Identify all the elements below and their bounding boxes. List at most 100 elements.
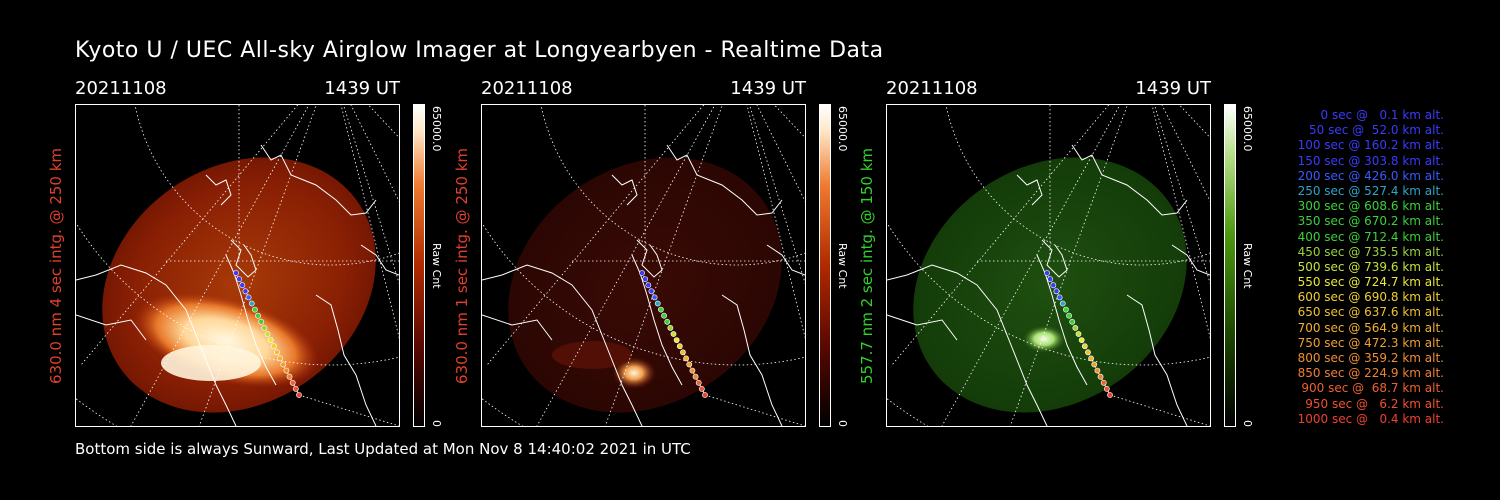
- legend-entry: 1000 sec @ 0.4 km alt.: [1297, 411, 1444, 426]
- trajectory-point: [698, 385, 705, 392]
- legend-entry: 500 sec @ 739.6 km alt.: [1297, 259, 1444, 274]
- trajectory: [639, 270, 805, 426]
- trajectory-point: [289, 379, 296, 386]
- trajectory-point: [686, 361, 693, 368]
- trajectory-legend: 0 sec @ 0.1 km alt. 50 sec @ 52.0 km alt.…: [1262, 108, 1444, 427]
- trajectory-point: [683, 355, 689, 362]
- legend-entry: 700 sec @ 564.9 km alt.: [1297, 320, 1444, 335]
- panel-ylabel: 630.0 nm 1 sec intg. @ 250 km: [453, 147, 471, 384]
- legend-entry: 100 sec @ 160.2 km alt.: [1297, 138, 1444, 153]
- trajectory-point: [1081, 343, 1088, 350]
- allsky-image: [481, 104, 806, 427]
- trajectory-point: [1078, 337, 1085, 343]
- coordinate-grid: [887, 105, 1210, 426]
- trajectory-point: [255, 312, 261, 319]
- legend-entry: 750 sec @ 472.3 km alt.: [1297, 335, 1444, 350]
- legend-entry: 850 sec @ 224.9 km alt.: [1297, 366, 1444, 381]
- trajectory-point: [1056, 294, 1063, 301]
- trajectory-point: [1075, 331, 1082, 337]
- trajectory-point: [245, 294, 252, 301]
- allsky-image: [886, 104, 1211, 427]
- trajectory-point: [673, 337, 680, 343]
- legend-entry: 400 sec @ 712.4 km alt.: [1297, 229, 1444, 244]
- trajectory-point: [258, 318, 265, 325]
- trajectory-point: [657, 306, 664, 313]
- trajectory-point: [1044, 270, 1050, 276]
- legend-entry: 950 sec @ 6.2 km alt.: [1305, 396, 1444, 411]
- trajectory-point: [1094, 367, 1101, 374]
- panel-ylabel: 557.7 nm 2 sec intg. @ 150 km: [858, 147, 876, 384]
- trajectory: [1044, 270, 1210, 426]
- coastline-map: [482, 144, 805, 426]
- panel-date: 20211108: [886, 78, 978, 99]
- trajectory-point: [645, 282, 652, 289]
- legend-entry: 50 sec @ 52.0 km alt.: [1309, 123, 1444, 138]
- trajectory-point: [676, 343, 683, 350]
- trajectory-point: [670, 331, 677, 337]
- panel-time: 1439 UT: [324, 78, 400, 99]
- image-panel-2: 20211108 1439 UT 630.0 nm 1 sec intg. @ …: [453, 78, 861, 428]
- page-title: Kyoto U / UEC All-sky Airglow Imager at …: [75, 38, 884, 63]
- trajectory-point: [280, 361, 287, 368]
- trajectory-point: [695, 379, 702, 386]
- panel-time: 1439 UT: [1135, 78, 1211, 99]
- coordinate-grid: [482, 105, 805, 426]
- legend-entry: 300 sec @ 608.6 km alt.: [1297, 199, 1444, 214]
- trajectory-point: [251, 306, 258, 313]
- trajectory-point: [1066, 312, 1072, 319]
- trajectory-point: [1069, 318, 1076, 325]
- panel-date: 20211108: [481, 78, 573, 99]
- colorbar: [413, 104, 425, 427]
- legend-entry: 550 sec @ 724.7 km alt.: [1297, 275, 1444, 290]
- trajectory-point: [1091, 361, 1098, 368]
- trajectory-point: [1062, 306, 1069, 313]
- trajectory-point: [1100, 379, 1107, 386]
- legend-entry: 0 sec @ 0.1 km alt.: [1320, 108, 1445, 122]
- coordinate-grid: [76, 105, 399, 426]
- trajectory-point: [664, 318, 671, 325]
- legend-entry: 250 sec @ 527.4 km alt.: [1297, 183, 1444, 198]
- trajectory-point: [1050, 282, 1057, 289]
- trajectory-point: [264, 331, 271, 337]
- trajectory-point: [1047, 276, 1054, 282]
- trajectory-point: [248, 300, 255, 307]
- trajectory-point: [654, 300, 661, 307]
- trajectory-point: [667, 324, 674, 331]
- panel-time: 1439 UT: [730, 78, 806, 99]
- allsky-image: [75, 104, 400, 427]
- trajectory-point: [242, 288, 249, 295]
- trajectory-point: [689, 367, 696, 374]
- trajectory: [233, 270, 399, 426]
- trajectory-point: [292, 385, 299, 392]
- trajectory-point: [267, 337, 274, 343]
- trajectory-point: [648, 288, 655, 295]
- legend-entry: 900 sec @ 68.7 km alt.: [1301, 381, 1444, 396]
- trajectory-point: [639, 270, 645, 276]
- trajectory-point: [702, 392, 708, 398]
- footer-note: Bottom side is always Sunward, Last Upda…: [75, 440, 691, 458]
- colorbar: [819, 104, 831, 427]
- trajectory-point: [239, 282, 246, 289]
- legend-entry: 450 sec @ 735.5 km alt.: [1297, 244, 1444, 259]
- trajectory-point: [661, 312, 667, 319]
- trajectory-point: [1097, 373, 1104, 380]
- image-panel-3: 20211108 1439 UT 557.7 nm 2 sec intg. @ …: [858, 78, 1266, 428]
- trajectory-point: [692, 373, 699, 380]
- trajectory-point: [1085, 349, 1091, 356]
- trajectory-point: [277, 355, 283, 362]
- trajectory-point: [642, 276, 649, 282]
- trajectory-point: [236, 276, 243, 282]
- trajectory-point: [1072, 324, 1079, 331]
- trajectory-point: [274, 349, 280, 356]
- legend-entry: 350 sec @ 670.2 km alt.: [1297, 214, 1444, 229]
- trajectory-point: [1059, 300, 1066, 307]
- legend-entry: 200 sec @ 426.0 km alt.: [1297, 168, 1444, 183]
- trajectory-point: [233, 270, 239, 276]
- trajectory-point: [286, 373, 293, 380]
- trajectory-point: [651, 294, 658, 301]
- image-panel-1: 20211108 1439 UT 630.0 nm 4 sec intg. @ …: [47, 78, 455, 428]
- trajectory-point: [1107, 392, 1113, 398]
- trajectory-point: [1088, 355, 1094, 362]
- trajectory-point: [680, 349, 686, 356]
- panel-ylabel: 630.0 nm 4 sec intg. @ 250 km: [47, 147, 65, 384]
